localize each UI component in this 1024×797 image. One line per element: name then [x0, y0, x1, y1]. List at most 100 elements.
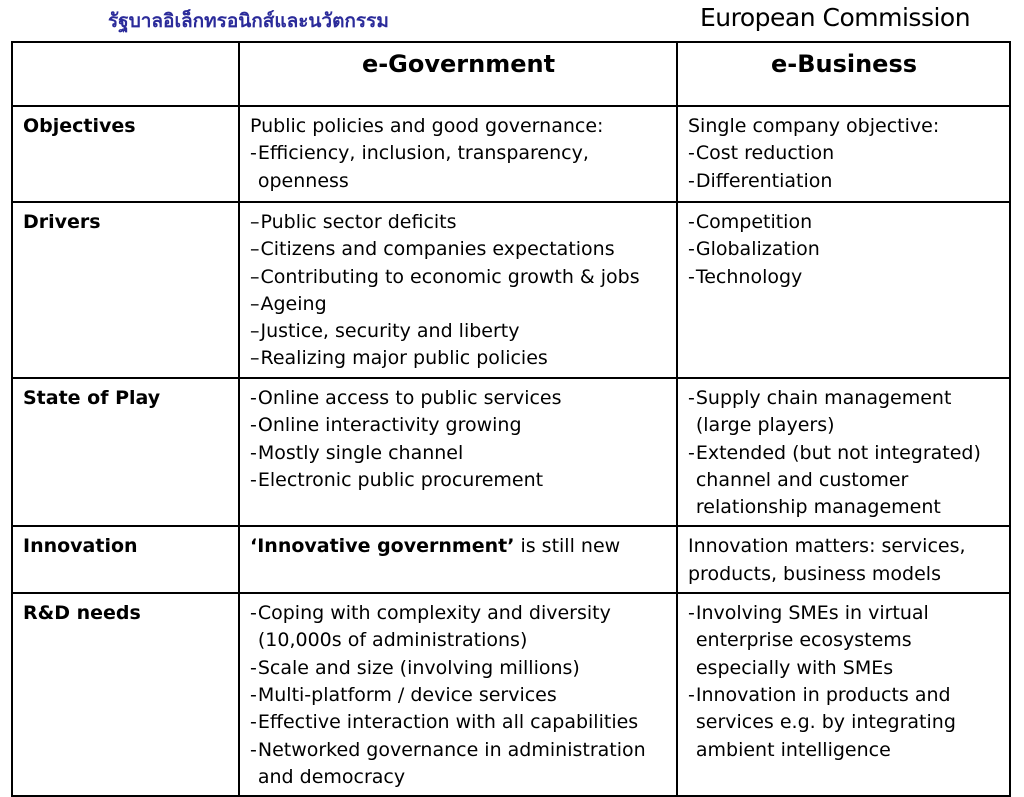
ebiz-cell: - Involving SMEs in virtual enterprise ec…: [676, 592, 1011, 797]
egov-cell: ‘Innovative government’ is still new: [238, 525, 678, 595]
row-label: R&D needs: [11, 592, 240, 797]
list-item: – Ageing: [250, 291, 667, 318]
table-row-innovation: Innovation ‘Innovative government’ is st…: [11, 525, 1011, 595]
dash-marker: -: [688, 441, 695, 464]
dash-marker: -: [250, 142, 257, 165]
list-item: - Scale and size (involving millions): [250, 655, 667, 682]
list-item: - Efficiency, inclusion, transparency, op…: [250, 140, 667, 195]
list-item-text: Technology: [695, 265, 803, 288]
bullet-list: - Efficiency, inclusion, transparency, op…: [250, 140, 667, 195]
list-item-text: Ageing: [260, 292, 327, 315]
comparison-table: e-Government e-Business Objectives Publi…: [11, 41, 1011, 797]
egov-cell: – Public sector deficits – Citizens and co…: [238, 201, 678, 379]
list-item: - Effective interaction with all capabili…: [250, 709, 667, 736]
list-item: - Coping with complexity and diversity (1…: [250, 600, 667, 655]
list-item: - Technology: [688, 264, 1000, 291]
list-item-text: Cost reduction: [695, 142, 835, 165]
list-item-text: Efficiency, inclusion, transparency, ope…: [257, 142, 589, 192]
dash-marker: -: [250, 387, 257, 409]
list-item: - Competition: [688, 209, 1000, 236]
list-item: – Justice, security and liberty: [250, 318, 667, 345]
list-item-text: Differentiation: [695, 169, 833, 192]
list-item: – Public sector deficits: [250, 209, 667, 236]
list-item-text: Networked governance in administration a…: [257, 738, 646, 788]
column-header-egovernment: e-Government: [238, 41, 678, 107]
list-item-text: Citizens and companies expectations: [260, 238, 615, 261]
list-item-text: Globalization: [695, 238, 820, 261]
table-row-drivers: Drivers – Public sector deficits – Citizen…: [11, 201, 1011, 379]
row-label: Objectives: [11, 105, 240, 203]
list-item-text: Effective interaction with all capabilit…: [257, 711, 639, 734]
dash-marker: -: [250, 468, 257, 491]
ebiz-cell: - Competition - Globalization - Technology: [676, 201, 1011, 379]
dash-marker: -: [688, 683, 695, 706]
row-label: Drivers: [11, 201, 240, 379]
list-item: - Cost reduction: [688, 140, 1000, 167]
cell-text: is still new: [514, 535, 621, 558]
list-item: - Electronic public procurement: [250, 467, 667, 494]
dash-marker: -: [250, 414, 257, 437]
list-item: - Online access to public services: [250, 385, 667, 412]
list-item: - Extended (but not integrated) channel a…: [688, 440, 1000, 522]
ebiz-cell: Innovation matters: services, products, …: [676, 525, 1011, 595]
dash-marker: –: [250, 347, 260, 370]
list-item-text: Online access to public services: [257, 387, 562, 409]
dash-marker: –: [250, 265, 260, 288]
egov-cell: - Coping with complexity and diversity (1…: [238, 592, 678, 797]
dash-marker: –: [250, 238, 260, 261]
cell-text: Innovation matters: services, products, …: [688, 535, 966, 585]
dash-marker: -: [250, 711, 257, 734]
row-label: State of Play: [11, 376, 240, 528]
cell-intro: Public policies and good governance:: [250, 115, 604, 137]
dash-marker: -: [688, 238, 695, 261]
list-item-text: Realizing major public policies: [260, 347, 548, 370]
row-label: Innovation: [11, 525, 240, 595]
list-item: - Differentiation: [688, 168, 1000, 195]
list-item-text: Contributing to economic growth & jobs: [260, 265, 640, 288]
dash-marker: -: [688, 211, 695, 233]
egov-cell: - Online access to public services - Onlin…: [238, 376, 678, 528]
list-item-text: Justice, security and liberty: [260, 320, 520, 343]
bullet-list: - Cost reduction - Differentiation: [688, 140, 1000, 195]
list-item-text: Multi-platform / device services: [257, 683, 557, 706]
dash-marker: -: [250, 602, 257, 625]
bullet-list: - Competition - Globalization - Technology: [688, 209, 1000, 291]
list-item-text: Innovation in products and services e.g.…: [695, 683, 956, 761]
list-item-text: Mostly single channel: [257, 441, 464, 464]
organization-name: European Commission: [700, 3, 971, 32]
dash-marker: -: [250, 441, 257, 464]
ebiz-cell: - Supply chain management (large players)…: [676, 376, 1011, 528]
dash-marker: -: [688, 602, 695, 625]
bullet-list: - Coping with complexity and diversity (1…: [250, 600, 667, 791]
cell-intro: Single company objective:: [688, 115, 940, 137]
list-item-text: Scale and size (involving millions): [257, 656, 580, 679]
thai-title: รัฐบาลอิเล็กทรอนิกส์และนวัตกรรม: [108, 10, 389, 32]
list-item: – Realizing major public policies: [250, 345, 667, 372]
table-row-objectives: Objectives Public policies and good gove…: [11, 105, 1011, 203]
dash-marker: -: [250, 738, 257, 761]
list-item: - Networked governance in administration …: [250, 737, 667, 792]
column-header-ebusiness: e-Business: [676, 41, 1011, 107]
list-item: - Multi-platform / device services: [250, 682, 667, 709]
bullet-list: - Supply chain management (large players)…: [688, 385, 1000, 521]
list-item: - Online interactivity growing: [250, 412, 667, 439]
list-item-text: Extended (but not integrated) channel an…: [695, 441, 981, 519]
dash-marker: -: [250, 683, 257, 706]
dash-marker: –: [250, 320, 260, 343]
table-row-state-of-play: State of Play - Online access to public s…: [11, 376, 1011, 528]
dash-marker: -: [688, 387, 695, 409]
list-item: - Globalization: [688, 236, 1000, 263]
table-header-row: e-Government e-Business: [11, 41, 1011, 107]
list-item-text: Public sector deficits: [260, 211, 457, 233]
list-item: - Innovation in products and services e.g…: [688, 682, 1000, 764]
bullet-list: - Online access to public services - Onlin…: [250, 385, 667, 494]
list-item: - Supply chain management (large players): [688, 385, 1000, 440]
list-item: – Citizens and companies expectations: [250, 236, 667, 263]
list-item-text: Coping with complexity and diversity (10…: [257, 602, 611, 652]
bullet-list: - Involving SMEs in virtual enterprise ec…: [688, 600, 1000, 764]
list-item: - Involving SMEs in virtual enterprise ec…: [688, 600, 1000, 682]
dash-marker: -: [250, 656, 257, 679]
column-header-empty: [11, 41, 240, 107]
list-item: – Contributing to economic growth & jobs: [250, 264, 667, 291]
dash-marker: -: [688, 265, 695, 288]
